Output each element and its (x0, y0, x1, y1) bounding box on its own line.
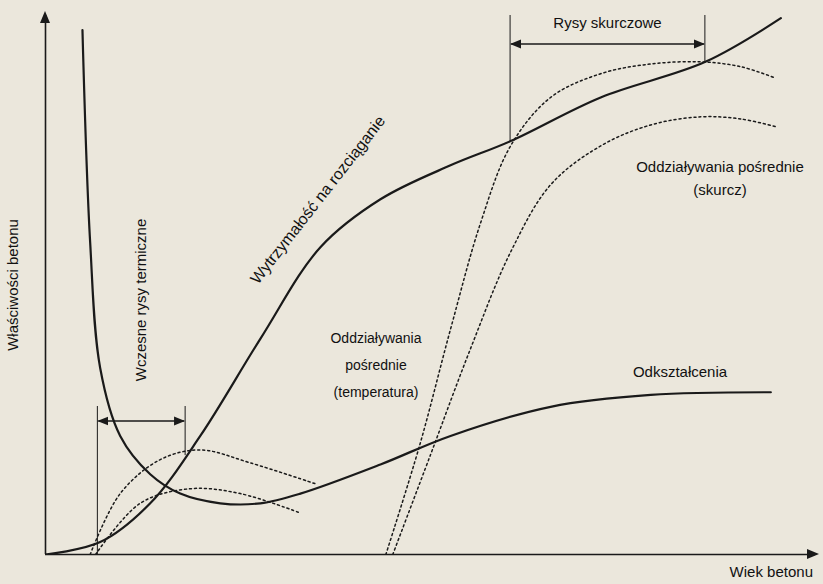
svg-text:Rysy skurczowe: Rysy skurczowe (553, 14, 661, 31)
svg-text:Właściwości betonu: Właściwości betonu (4, 219, 21, 351)
svg-text:Oddziaływania pośrednie: Oddziaływania pośrednie (636, 158, 804, 175)
svg-text:Wczesne rysy termiczne: Wczesne rysy termiczne (132, 219, 149, 382)
svg-text:Wytrzymałość na rozciąganie: Wytrzymałość na rozciąganie (247, 112, 388, 286)
svg-text:(temperatura): (temperatura) (334, 384, 419, 400)
svg-text:pośrednie: pośrednie (345, 357, 407, 373)
svg-text:Odkształcenia: Odkształcenia (633, 363, 728, 380)
svg-text:(skurcz): (skurcz) (693, 181, 746, 198)
svg-text:Oddziaływania: Oddziaływania (330, 330, 421, 346)
svg-text:Wiek betonu: Wiek betonu (730, 563, 813, 580)
